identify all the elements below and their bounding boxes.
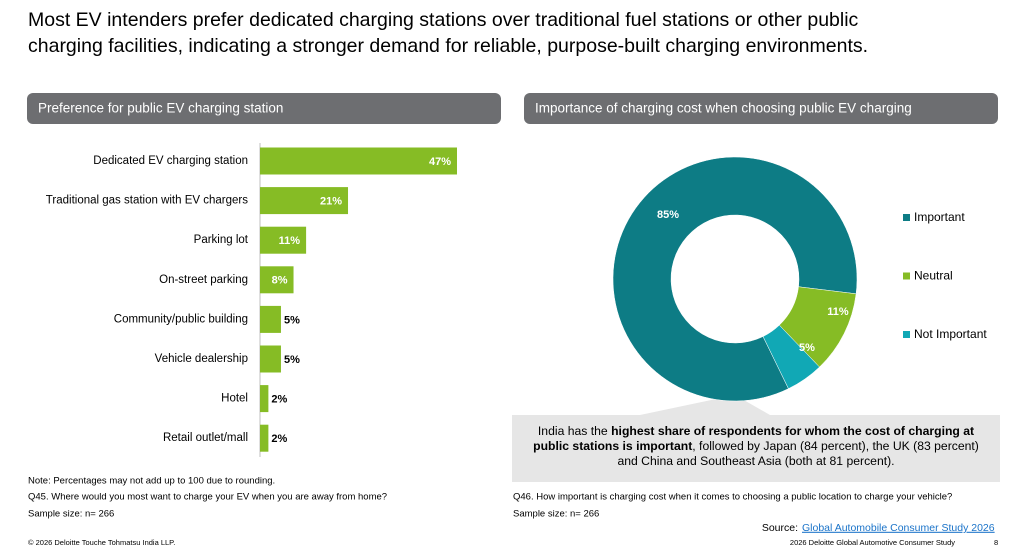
callout: India has the highest share of responden… (522, 424, 990, 469)
category-label: Dedicated EV charging station (93, 155, 248, 167)
value-label: 5% (284, 354, 300, 366)
bar (260, 266, 294, 294)
footer: © 2026 Deloitte Touche Tohmatsu India LL… (28, 538, 175, 547)
callout-text: , followed by Japan (84 percent), the UK… (617, 439, 979, 468)
category-label: Retail outlet/mall (163, 432, 248, 444)
category-label: Traditional gas station with EV chargers (46, 195, 248, 207)
chart-title: Preference for public EV charging statio… (38, 101, 283, 116)
headline: charging facilities, indicating a strong… (28, 35, 868, 57)
legend-label: Important (914, 210, 965, 224)
category-label: Parking lot (194, 234, 249, 246)
headline: Most EV intenders prefer dedicated charg… (28, 9, 859, 31)
pie-slice (762, 324, 820, 389)
page-number: 8 (994, 538, 998, 547)
chart-title: Importance of charging cost when choosin… (535, 101, 912, 116)
callout-box (512, 415, 1000, 482)
value-label: 8% (272, 275, 288, 287)
callout-text: India has the (537, 424, 612, 438)
note: Q45. Where would you most want to charge… (28, 492, 387, 503)
note: Q46. How important is charging cost when… (513, 492, 952, 503)
bar (260, 424, 269, 452)
value-label: 21% (320, 196, 342, 208)
value-label: 85% (657, 209, 679, 221)
panel-header (524, 93, 998, 124)
note: Sample size: n= 266 (28, 509, 114, 520)
value-label: 11% (279, 235, 301, 247)
legend-swatch (903, 272, 910, 280)
bar (260, 187, 349, 215)
value-label: 11% (827, 306, 849, 318)
value-label: 2% (271, 394, 287, 406)
bar (260, 385, 269, 413)
legend-swatch (903, 331, 910, 338)
value-label: 5% (799, 342, 815, 354)
source-link[interactable]: Global Automobile Consumer Study 2026 (802, 522, 995, 534)
bar (260, 345, 281, 373)
category-label: Vehicle dealership (155, 353, 248, 365)
legend-label: Not Important (914, 327, 987, 341)
category-label: Hotel (221, 393, 248, 405)
pie-slice (612, 156, 858, 402)
bar (260, 226, 307, 254)
category-label: Community/public building (114, 313, 248, 325)
panel-header (27, 93, 501, 124)
value-label: 2% (271, 433, 287, 445)
note: Note: Percentages may not add up to 100 … (28, 476, 275, 487)
value-label: 47% (429, 156, 451, 168)
bar (260, 147, 457, 175)
source-label: Source: (762, 522, 798, 534)
note: Sample size: n= 266 (513, 509, 599, 520)
bar (260, 305, 281, 333)
callout-bold: highest share of respondents for whom th… (533, 424, 975, 453)
value-label: 5% (284, 314, 300, 326)
legend-label: Neutral (914, 269, 953, 283)
footer: 2026 Deloitte Global Automotive Consumer… (790, 538, 955, 547)
category-label: On-street parking (159, 274, 248, 286)
legend-swatch (903, 214, 910, 221)
